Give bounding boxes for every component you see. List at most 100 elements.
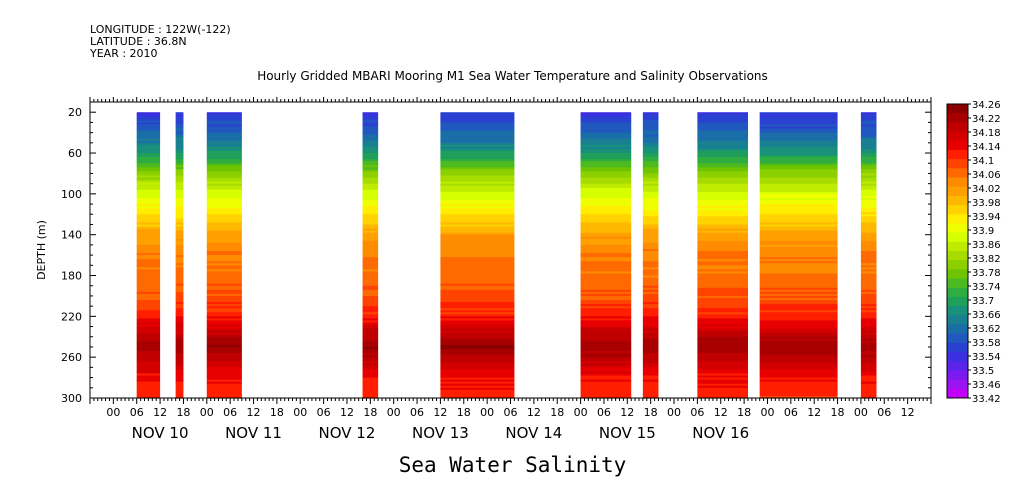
salinity-cell — [175, 124, 184, 128]
salinity-cell — [440, 371, 515, 375]
salinity-cell — [759, 277, 838, 281]
x-tick-label: 12 — [433, 406, 447, 419]
salinity-cell — [759, 167, 838, 170]
x-tick-label: 06 — [504, 406, 518, 419]
salinity-cell — [440, 175, 515, 179]
salinity-cell — [642, 183, 659, 187]
salinity-cell — [136, 395, 161, 399]
salinity-cell — [136, 310, 161, 313]
salinity-cell — [580, 381, 632, 385]
salinity-cell — [759, 218, 838, 221]
salinity-cell — [642, 191, 659, 195]
salinity-cell — [860, 281, 877, 285]
salinity-cell — [860, 144, 877, 148]
salinity-cell — [440, 395, 515, 399]
salinity-cell — [362, 318, 379, 322]
salinity-cell — [642, 204, 659, 207]
salinity-cell — [206, 173, 242, 177]
salinity-cell — [136, 120, 161, 124]
salinity-cell — [175, 197, 184, 201]
salinity-cell — [697, 373, 749, 377]
salinity-cell — [206, 242, 242, 246]
salinity-cell — [860, 114, 877, 117]
salinity-cell — [860, 385, 877, 389]
salinity-cell — [206, 204, 242, 207]
salinity-cell — [642, 281, 659, 285]
salinity-cell — [175, 395, 184, 399]
latitude-label: LATITUDE : 36.8N — [90, 35, 187, 48]
salinity-cell — [759, 385, 838, 389]
salinity-cell — [362, 150, 379, 154]
x-tick-label: 00 — [760, 406, 774, 419]
salinity-cell — [580, 144, 632, 148]
salinity-cell — [860, 181, 877, 185]
salinity-cell — [860, 261, 877, 264]
salinity-cell — [697, 116, 749, 119]
salinity-cell — [759, 269, 838, 273]
y-axis-label: DEPTH (m) — [35, 220, 48, 280]
salinity-cell — [580, 175, 632, 179]
colorbar-label: 33.66 — [972, 310, 1001, 321]
salinity-cell — [206, 379, 242, 383]
salinity-cell — [136, 365, 161, 368]
salinity-cell — [759, 285, 838, 289]
colorbar-swatch — [947, 195, 968, 206]
salinity-cell — [136, 302, 161, 305]
salinity-cell — [697, 185, 749, 189]
salinity-cell — [440, 242, 515, 246]
salinity-cell — [440, 259, 515, 262]
salinity-cell — [136, 389, 161, 393]
salinity-cell — [642, 246, 659, 250]
salinity-cell — [175, 285, 184, 289]
salinity-cell — [697, 379, 749, 383]
salinity-cell — [440, 212, 515, 215]
colorbar-swatch — [947, 131, 968, 142]
salinity-cell — [697, 349, 749, 352]
salinity-cell — [580, 118, 632, 121]
salinity-cell — [580, 318, 632, 322]
salinity-cell — [697, 275, 749, 279]
salinity-cell — [642, 371, 659, 375]
salinity-cell — [642, 136, 659, 140]
salinity-cell — [697, 273, 749, 277]
salinity-cell — [642, 365, 659, 368]
salinity-cell — [440, 304, 515, 307]
colorbar-swatch — [947, 251, 968, 261]
salinity-cell — [136, 342, 161, 346]
salinity-cell — [580, 177, 632, 181]
x-tick-label: 06 — [410, 406, 424, 419]
salinity-cell — [642, 236, 659, 240]
salinity-cell — [580, 132, 632, 136]
salinity-cell — [136, 344, 161, 348]
salinity-cell — [175, 310, 184, 313]
salinity-cell — [362, 279, 379, 283]
salinity-cell — [175, 365, 184, 368]
salinity-cell — [175, 255, 184, 258]
colorbar-swatch — [947, 140, 968, 151]
salinity-cell — [642, 344, 659, 348]
salinity-cell — [759, 146, 838, 150]
salinity-cell — [136, 259, 161, 262]
salinity-cell — [860, 365, 877, 368]
salinity-cell — [642, 383, 659, 387]
salinity-cell — [642, 330, 659, 334]
salinity-cell — [362, 281, 379, 285]
salinity-cell — [362, 387, 379, 391]
colorbar-swatch — [947, 278, 968, 289]
salinity-cell — [136, 232, 161, 236]
salinity-cell — [206, 140, 242, 144]
salinity-cell — [860, 165, 877, 168]
colorbar-swatch — [947, 315, 968, 325]
salinity-cell — [642, 253, 659, 256]
salinity-cell — [440, 155, 515, 158]
salinity-cell — [642, 273, 659, 277]
salinity-cell — [440, 234, 515, 238]
salinity-cell — [759, 275, 838, 279]
salinity-cell — [175, 261, 184, 264]
salinity-cell — [860, 185, 877, 189]
salinity-cell — [136, 371, 161, 375]
salinity-cell — [175, 132, 184, 136]
salinity-cell — [362, 214, 379, 217]
year-label: YEAR : 2010 — [90, 47, 158, 60]
